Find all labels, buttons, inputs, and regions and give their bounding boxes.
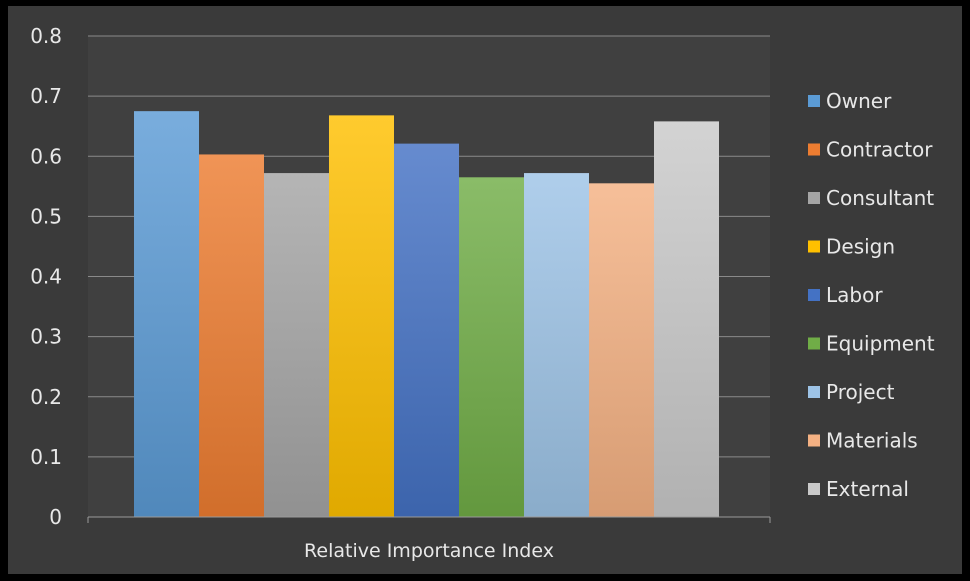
- y-tick-label: 0.8: [30, 24, 62, 48]
- x-axis-label: Relative Importance Index: [304, 540, 554, 562]
- legend: Owner Contractor Consultant Design Labor Equi…: [808, 89, 935, 501]
- legend-label-external: External: [826, 477, 909, 501]
- legend-swatch-external: [808, 483, 820, 495]
- bar-project: [524, 173, 589, 517]
- legend-swatch-owner: [808, 95, 820, 107]
- y-tick-label: 0.2: [30, 385, 62, 409]
- legend-label-materials: Materials: [826, 429, 918, 453]
- y-tick-label: 0.6: [30, 144, 62, 168]
- y-tick-label: 0.1: [30, 445, 62, 469]
- legend-swatch-project: [808, 386, 820, 398]
- y-tick-label: 0.4: [30, 265, 62, 289]
- legend-label-labor: Labor: [826, 283, 883, 307]
- legend-label-owner: Owner: [826, 89, 892, 113]
- legend-label-project: Project: [826, 380, 895, 404]
- bar-labor: [394, 143, 459, 517]
- legend-label-contractor: Contractor: [826, 138, 933, 162]
- y-tick-label: 0: [49, 505, 62, 529]
- bar-external: [654, 121, 719, 517]
- y-tick-label: 0.3: [30, 325, 62, 349]
- legend-swatch-labor: [808, 289, 820, 301]
- bar-owner: [134, 111, 199, 517]
- bar-design: [329, 115, 394, 518]
- legend-swatch-equipment: [808, 337, 820, 350]
- bar-contractor: [199, 154, 264, 518]
- y-axis-tick-labels: 0 0.1 0.2 0.3 0.4 0.5 0.6 0.7 0.8: [30, 24, 62, 529]
- legend-swatch-contractor: [808, 143, 820, 156]
- bar-consultant: [264, 173, 329, 517]
- legend-label-equipment: Equipment: [826, 332, 935, 356]
- bar-materials: [589, 183, 654, 517]
- y-tick-label: 0.5: [30, 204, 62, 228]
- legend-label-consultant: Consultant: [826, 186, 934, 210]
- bar-equipment: [459, 177, 524, 517]
- legend-swatch-consultant: [808, 192, 820, 204]
- legend-label-design: Design: [826, 235, 895, 259]
- legend-swatch-design: [808, 240, 820, 253]
- y-tick-label: 0.7: [30, 84, 62, 108]
- legend-swatch-materials: [808, 434, 820, 447]
- bars: [134, 111, 719, 518]
